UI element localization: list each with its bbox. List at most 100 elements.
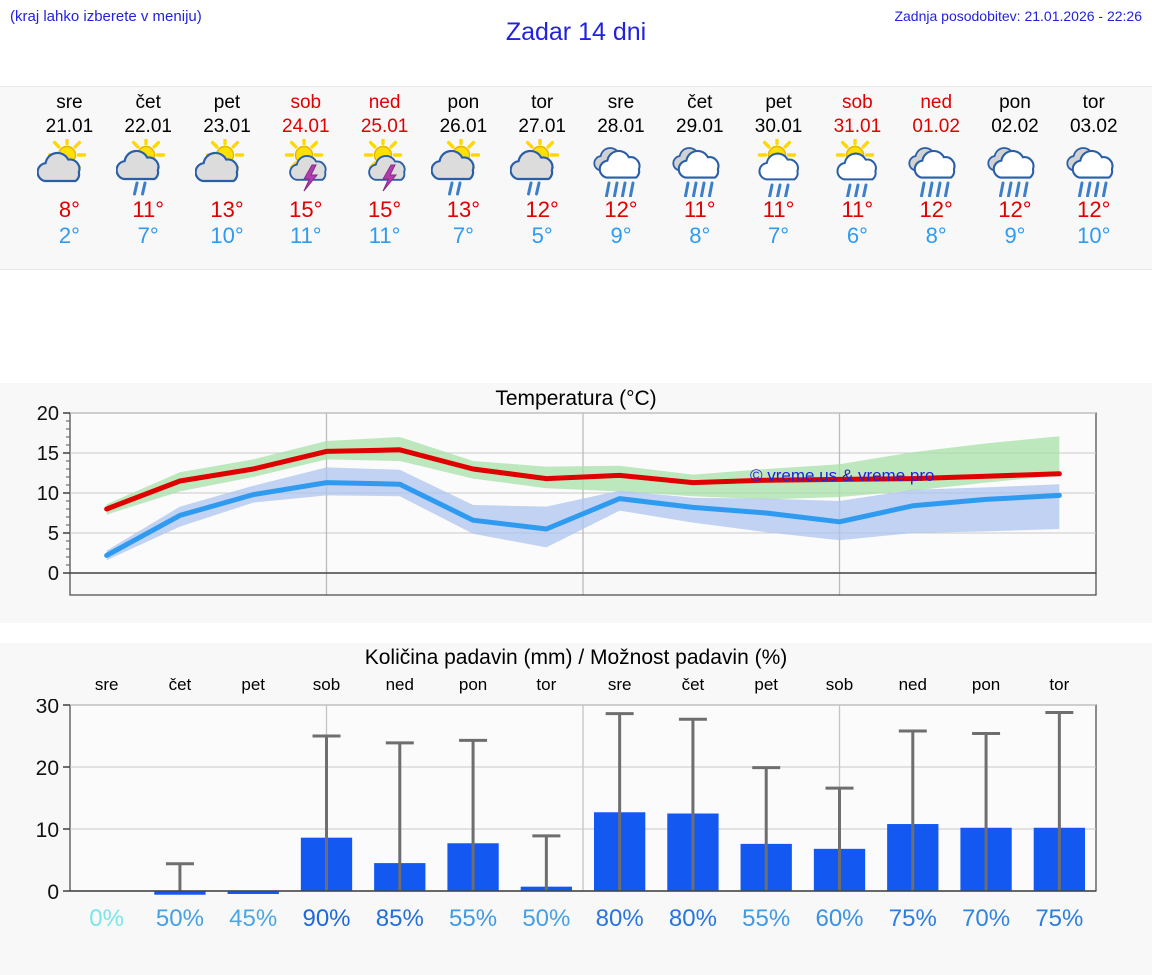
- precipitation-chart: 0 10 20 30: [0, 699, 1152, 907]
- precipitation-probability-label: 60%: [815, 905, 864, 932]
- forecast-day-name: pet: [213, 92, 241, 113]
- precipitation-probability-label: 50%: [155, 905, 204, 932]
- forecast-temp-min: 6°: [846, 223, 868, 248]
- precipitation-day-label: pet: [241, 675, 266, 694]
- precipitation-chart-title: Količina padavin (mm) / Možnost padavin …: [364, 646, 788, 669]
- forecast-day-name: čet: [687, 92, 713, 113]
- precipitation-day-label: ned: [898, 675, 927, 694]
- precipitation-probability-label: 85%: [375, 905, 424, 932]
- precipitation-day-label: sre: [607, 675, 632, 694]
- forecast-day-name: sre: [607, 92, 635, 113]
- forecast-day-name: pon: [447, 92, 480, 113]
- forecast-temp-min: 11°: [368, 223, 401, 248]
- forecast-day-date: 31.01: [833, 116, 882, 137]
- forecast-day-column[interactable]: tor 03.02 12° 10°: [1054, 87, 1133, 269]
- svg-text:30: 30: [36, 699, 59, 718]
- sun-cloud-heavy-rain-icon: [818, 139, 897, 197]
- sun-cloud-rain-icon: [503, 139, 582, 197]
- forecast-temp-min: 7°: [137, 223, 159, 248]
- temperature-chart-panel: Temperatura (°C) 0 5 10 15 20: [0, 383, 1152, 623]
- forecast-day-column[interactable]: pet 23.01 13° 10°: [188, 87, 267, 269]
- daily-forecast-strip: sre 21.01 8° 2° čet 22.01 11° 7° pet 23.01 13° 1…: [0, 86, 1152, 270]
- forecast-day-name: pet: [765, 92, 792, 113]
- forecast-day-date: 24.01: [282, 116, 330, 137]
- forecast-temp-min: 10°: [210, 223, 244, 248]
- precipitation-probability-label: 70%: [962, 905, 1011, 932]
- forecast-day-column[interactable]: sob 31.01 11° 6°: [818, 87, 897, 269]
- svg-text:20: 20: [37, 403, 59, 425]
- forecast-day-date: 02.02: [991, 116, 1039, 137]
- precipitation-probability-label: 80%: [668, 905, 717, 932]
- precipitation-probability-label: 0%: [89, 905, 124, 932]
- forecast-day-date: 30.01: [754, 116, 803, 137]
- precipitation-probability-label: 75%: [888, 905, 937, 932]
- forecast-day-date: 23.01: [203, 116, 251, 137]
- forecast-temp-min: 2°: [58, 223, 80, 248]
- forecast-temp-max: 13°: [210, 197, 244, 222]
- forecast-day-column[interactable]: pon 02.02 12° 9°: [976, 87, 1055, 269]
- forecast-day-column[interactable]: tor 27.01 12° 5°: [503, 87, 582, 269]
- forecast-temp-max: 15°: [367, 197, 402, 222]
- precipitation-day-label: čet: [168, 675, 192, 694]
- forecast-temp-max: 15°: [289, 197, 323, 222]
- precipitation-probability-label: 45%: [229, 905, 278, 932]
- sun-cloud-rain-icon: [109, 139, 188, 197]
- forecast-day-name: sre: [56, 92, 83, 113]
- sun-cloud-rain-icon: [424, 139, 503, 197]
- forecast-day-column[interactable]: pon 26.01 13° 7°: [424, 87, 503, 269]
- forecast-temp-max: 11°: [132, 197, 165, 222]
- svg-text:0: 0: [48, 563, 59, 585]
- forecast-temp-max: 13°: [446, 197, 481, 222]
- forecast-temp-max: 12°: [919, 197, 953, 222]
- forecast-temp-min: 8°: [925, 223, 947, 248]
- sun-thunderstorm-icon: [266, 139, 345, 197]
- forecast-day-column[interactable]: sre 28.01 12° 9°: [582, 87, 661, 269]
- forecast-temp-min: 9°: [610, 223, 632, 248]
- forecast-day-column[interactable]: ned 25.01 15° 11°: [345, 87, 424, 269]
- forecast-temp-max: 11°: [683, 197, 716, 222]
- precipitation-day-label: tor: [536, 675, 557, 694]
- forecast-day-date: 29.01: [676, 116, 724, 137]
- sun-cloud-heavy-rain-icon: [739, 139, 818, 197]
- precipitation-probability-label: 90%: [302, 905, 351, 932]
- precipitation-day-label: ned: [385, 675, 414, 694]
- precipitation-probability-label: 55%: [742, 905, 791, 932]
- precipitation-day-label: pon: [458, 675, 488, 694]
- cloud-heavy-rain-icon: [897, 139, 976, 197]
- forecast-day-column[interactable]: sre 21.01 8° 2°: [30, 87, 109, 269]
- sun-cloud-icon: [30, 139, 109, 197]
- forecast-day-name: sob: [290, 92, 322, 113]
- forecast-day-name: ned: [920, 92, 953, 113]
- copyright-watermark: © vreme.us & vreme.pro: [750, 466, 935, 485]
- forecast-temp-min: 8°: [689, 223, 711, 248]
- forecast-day-date: 03.02: [1069, 116, 1118, 137]
- forecast-temp-max: 12°: [998, 197, 1032, 222]
- forecast-day-column[interactable]: čet 22.01 11° 7°: [109, 87, 188, 269]
- precipitation-day-label: sre: [94, 675, 119, 694]
- precipitation-probability-label: 75%: [1035, 905, 1084, 932]
- svg-text:20: 20: [36, 757, 59, 780]
- svg-text:15: 15: [37, 443, 59, 465]
- forecast-day-name: sob: [842, 92, 873, 113]
- page-header: (kraj lahko izberete v meniju) Zadar 14 …: [0, 0, 1152, 62]
- forecast-day-name: čet: [135, 92, 161, 113]
- forecast-day-name: ned: [368, 92, 401, 113]
- precipitation-probability-labels: 0% 50% 45% 90% 85% 55% 50% 80% 80% 55% 60% 75% 70% 75…: [0, 905, 1152, 945]
- forecast-temp-min: 11°: [289, 223, 322, 248]
- forecast-temp-min: 5°: [531, 223, 553, 248]
- forecast-day-column[interactable]: čet 29.01 11° 8°: [660, 87, 739, 269]
- svg-text:5: 5: [48, 523, 59, 545]
- forecast-day-name: pon: [999, 92, 1031, 113]
- precipitation-probability-label: 55%: [449, 905, 498, 932]
- precipitation-day-label: tor: [1049, 675, 1070, 694]
- forecast-temp-min: 10°: [1077, 223, 1111, 248]
- forecast-day-column[interactable]: sob 24.01 15° 11°: [266, 87, 345, 269]
- forecast-day-date: 26.01: [439, 116, 488, 137]
- forecast-day-column[interactable]: pet 30.01 11° 7°: [739, 87, 818, 269]
- forecast-day-date: 27.01: [518, 116, 566, 137]
- precipitation-day-labels: sre čet pet sob ned pon tor sre čet pet sob ned pon t…: [0, 675, 1152, 699]
- forecast-temp-max: 12°: [525, 197, 559, 222]
- precipitation-chart-panel: Količina padavin (mm) / Možnost padavin …: [0, 643, 1152, 975]
- menu-hint-text: (kraj lahko izberete v meniju): [10, 8, 202, 25]
- forecast-day-column[interactable]: ned 01.02 12° 8°: [897, 87, 976, 269]
